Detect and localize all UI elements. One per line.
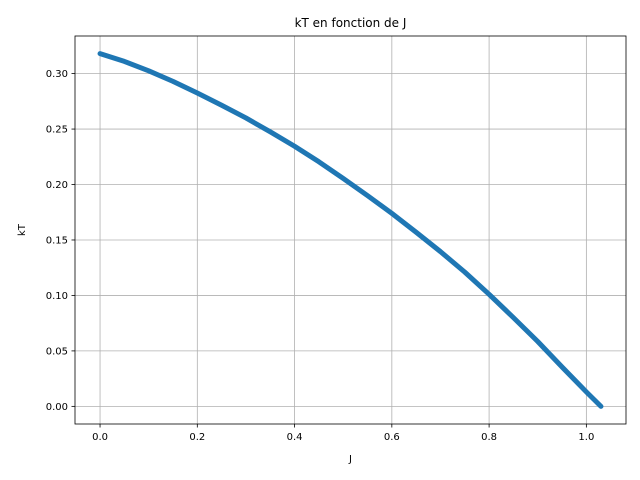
y-tick-label: 0.00	[46, 402, 68, 413]
x-axis-ticks: 0.0 0.2 0.4 0.6 0.8 1.0	[92, 424, 594, 443]
y-tick-label: 0.10	[46, 291, 68, 302]
x-tick-label: 0.4	[287, 432, 303, 443]
chart-title: kT en fonction de J	[295, 16, 407, 30]
y-tick-label: 0.05	[46, 346, 68, 357]
series-layer	[97, 51, 604, 409]
x-tick-label: 1.0	[578, 432, 594, 443]
grid	[75, 36, 626, 424]
y-tick-label: 0.25	[46, 125, 68, 136]
x-axis-label: J	[348, 454, 352, 465]
plot-frame	[74, 35, 627, 425]
series-line	[97, 51, 604, 409]
x-tick-label: 0.0	[92, 432, 108, 443]
x-tick-label: 0.8	[481, 432, 497, 443]
y-tick-label: 0.20	[46, 180, 68, 191]
x-tick-label: 0.6	[384, 432, 400, 443]
x-tick-label: 0.2	[189, 432, 205, 443]
y-tick-label: 0.15	[46, 235, 68, 246]
y-axis-label: kT	[17, 223, 28, 236]
y-axis-ticks: 0.00 0.05 0.10 0.15 0.20 0.25 0.30	[46, 69, 75, 413]
y-tick-label: 0.30	[46, 69, 68, 80]
